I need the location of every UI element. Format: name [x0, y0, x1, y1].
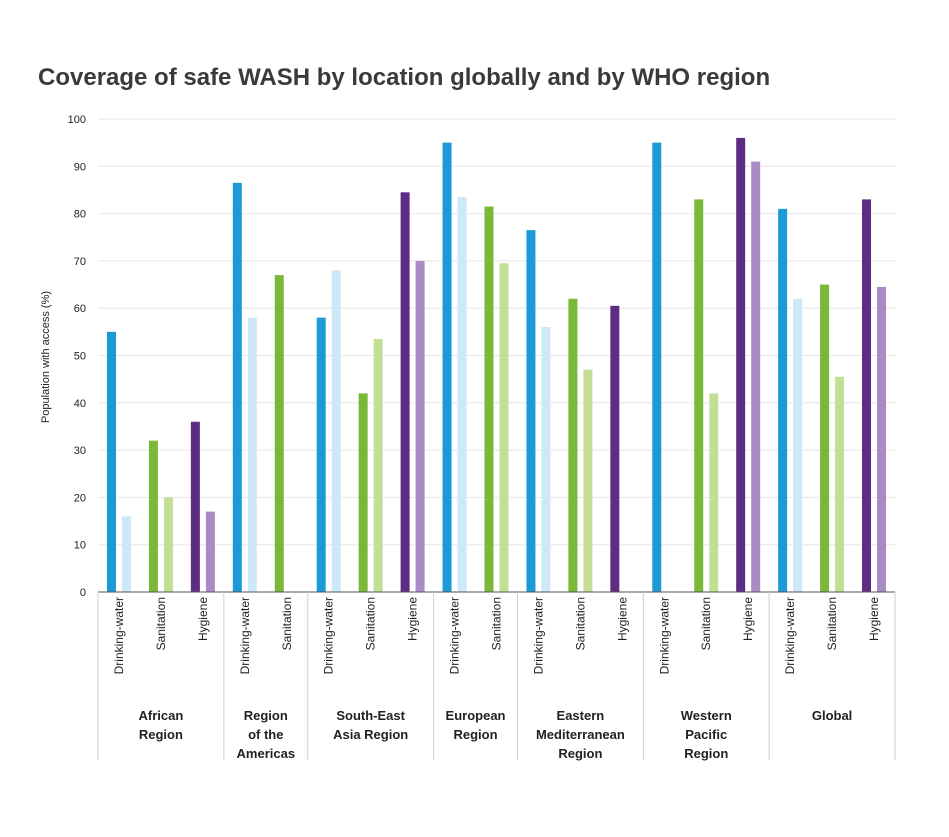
group-label: South-East Asia Region [333, 708, 408, 742]
bar [106, 331, 116, 592]
bar [274, 275, 284, 592]
y-tick-label: 20 [74, 492, 86, 504]
category-label: Hygiene [741, 597, 755, 641]
bar [820, 284, 830, 592]
bar [694, 199, 704, 592]
bar [541, 327, 551, 592]
bar [736, 137, 746, 593]
bar [247, 317, 257, 592]
group-label: Western Pacific Region [681, 708, 732, 761]
y-tick-label: 50 [74, 351, 86, 363]
bar [568, 298, 578, 592]
y-tick-label: 40 [74, 398, 86, 410]
y-tick-label: 90 [74, 161, 86, 173]
category-label: Hygiene [615, 597, 629, 641]
bar [121, 516, 131, 592]
bar [793, 298, 803, 592]
bar [877, 286, 887, 592]
bar [442, 142, 452, 592]
bar [358, 393, 368, 592]
group-label: Global [812, 708, 852, 723]
bar [415, 260, 425, 592]
category-label: Drinking-water [322, 597, 336, 674]
bar [610, 305, 620, 592]
bar [205, 511, 215, 592]
bar [148, 440, 158, 592]
bar [163, 497, 173, 592]
category-label: Hygiene [196, 597, 210, 641]
bar [484, 206, 494, 592]
bars [106, 137, 887, 593]
y-axis-ticks: 0 10 20 30 40 50 60 70 80 90 100 [68, 114, 86, 599]
category-label: Drinking-water [657, 597, 671, 674]
y-tick-label: 10 [74, 540, 86, 552]
bar [316, 317, 326, 592]
category-label: Hygiene [406, 597, 420, 641]
category-label: Drinking-water [238, 597, 252, 674]
category-label: Sanitation [154, 597, 168, 650]
y-tick-label: 80 [74, 209, 86, 221]
gridlines [98, 118, 895, 546]
bar [751, 161, 761, 592]
chart-title: Coverage of safe WASH by location global… [38, 64, 771, 91]
category-label: Hygiene [867, 597, 881, 641]
category-label: Drinking-water [783, 597, 797, 674]
bar [331, 270, 341, 592]
bar [652, 142, 662, 592]
category-label: Sanitation [490, 597, 504, 650]
bar [499, 263, 509, 592]
category-label: Drinking-water [531, 597, 545, 674]
y-tick-label: 0 [80, 587, 86, 599]
y-axis-label: Population with access (%) [40, 291, 52, 423]
x-axis-labels: Drinking-water Sanitation Hygiene African Re… [112, 597, 881, 761]
category-label: Sanitation [280, 597, 294, 650]
bar [232, 182, 242, 593]
category-label: Drinking-water [112, 597, 126, 674]
category-label: Sanitation [825, 597, 839, 650]
group-label: Region of the Americas [237, 708, 296, 761]
category-label: Sanitation [699, 597, 713, 650]
bar [583, 369, 593, 592]
bar [526, 230, 536, 592]
group-label: European Region [446, 708, 506, 742]
bar [835, 376, 845, 592]
bar [862, 199, 872, 592]
bar [373, 338, 383, 592]
category-label: Sanitation [364, 597, 378, 650]
group-label: Eastern Mediterranean Region [536, 708, 625, 761]
bar [190, 421, 200, 592]
axes [97, 591, 896, 760]
group-label: African Region [139, 708, 184, 742]
y-tick-label: 30 [74, 445, 86, 457]
y-tick-label: 70 [74, 256, 86, 268]
y-tick-label: 60 [74, 303, 86, 315]
bar [400, 192, 410, 592]
bar [709, 393, 719, 592]
y-tick-label: 100 [68, 114, 86, 126]
category-label: Sanitation [573, 597, 587, 650]
bar [778, 208, 788, 592]
category-label: Drinking-water [448, 597, 462, 674]
bar [457, 197, 467, 593]
